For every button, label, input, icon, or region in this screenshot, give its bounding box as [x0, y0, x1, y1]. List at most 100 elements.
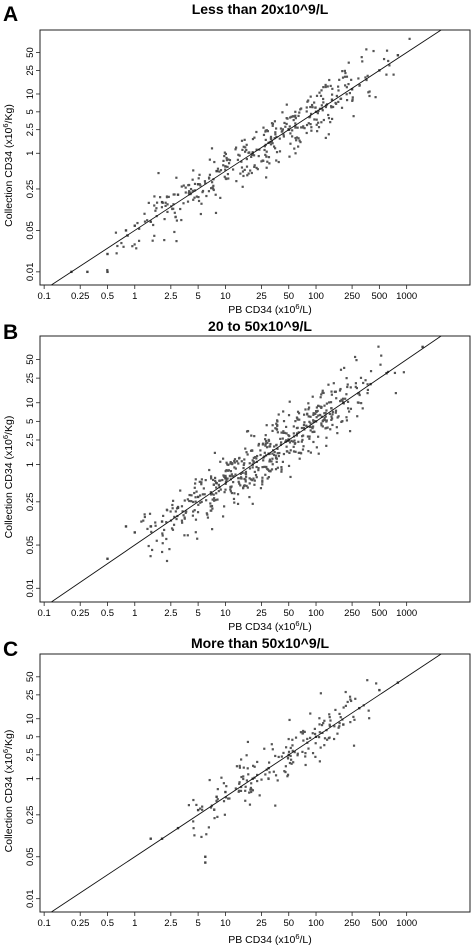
- scatter-point: [192, 827, 195, 830]
- scatter-point: [167, 195, 170, 198]
- scatter-point: [242, 174, 245, 178]
- y-axis-label: Collection CD34 (x106/Kg): [1, 416, 15, 539]
- scatter-point: [209, 502, 212, 505]
- scatter-point: [161, 550, 164, 554]
- scatter-point: [344, 704, 347, 707]
- scatter-point: [408, 37, 411, 40]
- x-tick-label: 25: [256, 608, 267, 619]
- scatter-point: [192, 798, 195, 802]
- scatter-point: [318, 717, 321, 720]
- scatter-point: [242, 466, 245, 470]
- scatter-point: [245, 143, 248, 146]
- scatter-point: [284, 440, 287, 443]
- scatter-point: [315, 446, 318, 449]
- scatter-point: [273, 137, 276, 140]
- scatter-point: [309, 105, 312, 109]
- scatter-point: [298, 139, 301, 142]
- scatter-point: [280, 468, 283, 471]
- scatter-point: [323, 418, 326, 422]
- scatter-point: [323, 744, 326, 747]
- scatter-point: [245, 484, 248, 488]
- scatter-point: [172, 207, 175, 210]
- scatter-point: [323, 416, 326, 420]
- scatter-point: [263, 451, 266, 454]
- scatter-point: [280, 130, 283, 133]
- scatter-point: [270, 460, 273, 463]
- scatter-point: [332, 105, 335, 109]
- scatter-point: [248, 495, 251, 499]
- scatter-point: [298, 457, 301, 460]
- x-tick-label: 2.5: [164, 918, 177, 929]
- y-tick-label: 0.01: [25, 263, 36, 282]
- scatter-point: [152, 223, 155, 227]
- scatter-point: [331, 117, 334, 121]
- scatter-point: [151, 548, 154, 552]
- scatter-point: [328, 723, 331, 726]
- scatter-point: [260, 160, 263, 163]
- scatter-point: [345, 99, 349, 102]
- scatter-point: [222, 474, 225, 477]
- scatter-point: [233, 492, 236, 495]
- scatter-point: [143, 212, 146, 215]
- scatter-point: [335, 94, 338, 98]
- scatter-point: [274, 754, 277, 758]
- scatter-point: [201, 805, 204, 808]
- scatter-point: [209, 493, 213, 496]
- scatter-point: [276, 431, 279, 434]
- scatter-point: [294, 152, 297, 155]
- scatter-point: [245, 157, 248, 161]
- scatter-point: [243, 168, 246, 171]
- scatter-point: [251, 466, 254, 469]
- scatter-point: [247, 773, 250, 776]
- scatter-point: [246, 740, 250, 744]
- scatter-point: [215, 486, 218, 489]
- y-tick-label: 0.25: [25, 493, 36, 512]
- scatter-point: [317, 126, 321, 129]
- scatter-point: [227, 463, 230, 466]
- scatter-point: [238, 781, 241, 784]
- scatter-point: [238, 782, 241, 785]
- scatter-point: [396, 54, 400, 57]
- scatter-point: [211, 181, 214, 184]
- scatter-point: [133, 243, 136, 246]
- scatter-point: [321, 425, 324, 428]
- scatter-point: [153, 234, 156, 237]
- scatter-point: [268, 771, 271, 774]
- scatter-point: [230, 473, 233, 476]
- scatter-point: [319, 692, 322, 695]
- x-tick-label: 500: [371, 608, 387, 619]
- scatter-point: [349, 386, 352, 389]
- scatter-point: [241, 471, 244, 474]
- scatter-point: [298, 111, 301, 114]
- scatter-point: [342, 723, 345, 726]
- scatter-point: [338, 389, 342, 392]
- scatter-point: [295, 432, 299, 435]
- scatter-point: [242, 463, 245, 467]
- scatter-point: [200, 483, 203, 486]
- scatter-point: [275, 159, 278, 162]
- scatter-point: [329, 84, 332, 88]
- scatter-point: [200, 835, 203, 839]
- scatter-point: [148, 512, 152, 515]
- scatter-point: [339, 97, 343, 100]
- scatter-point: [319, 413, 322, 417]
- scatter-point: [229, 470, 233, 473]
- x-tick-label: 500: [371, 291, 387, 302]
- scatter-point: [253, 136, 256, 139]
- x-tick-label: 500: [371, 918, 387, 929]
- x-tick-label: 5: [195, 291, 200, 302]
- scatter-point: [302, 445, 305, 448]
- scatter-point: [189, 187, 193, 191]
- scatter-point: [246, 486, 249, 489]
- scatter-point: [240, 775, 243, 779]
- scatter-point: [309, 451, 312, 454]
- scatter-point: [317, 736, 321, 739]
- scatter-point: [249, 478, 253, 481]
- scatter-point: [229, 461, 232, 464]
- scatter-point: [364, 76, 367, 79]
- scatter-point: [320, 121, 323, 124]
- scatter-point: [193, 182, 197, 186]
- scatter-point: [252, 461, 255, 464]
- scatter-point: [300, 426, 303, 430]
- scatter-point: [292, 432, 295, 435]
